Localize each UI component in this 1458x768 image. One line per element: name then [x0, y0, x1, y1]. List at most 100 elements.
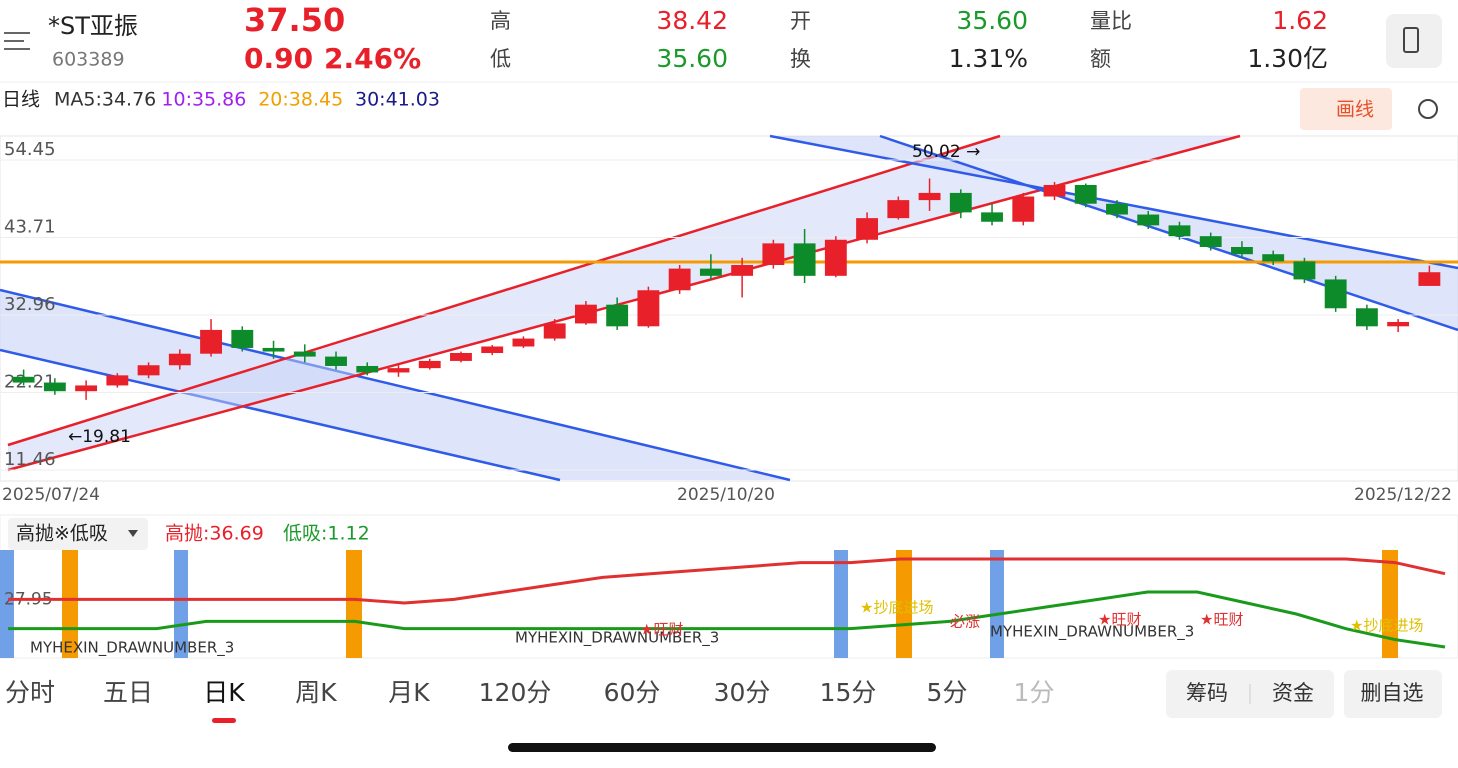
device-icon — [1403, 27, 1419, 53]
price: 37.50 — [244, 1, 345, 39]
candle-body — [106, 375, 129, 386]
tab[interactable]: 15分 — [820, 678, 877, 707]
stock-name: *ST亚振 — [48, 12, 138, 40]
device-button[interactable] — [1386, 14, 1442, 68]
ma-value: 30:41.03 — [355, 89, 440, 111]
candle-body — [1293, 261, 1316, 280]
candle-body — [699, 268, 722, 276]
candle-body — [762, 243, 785, 266]
tab[interactable]: 5分 — [927, 678, 968, 707]
ma-value: 10:35.86 — [161, 89, 246, 111]
candle-body — [1418, 272, 1441, 286]
stat-label: 开 — [790, 9, 811, 33]
candle-body — [200, 329, 222, 354]
tab[interactable]: 月K — [388, 678, 430, 707]
stat-value: 1.30亿 — [1247, 44, 1328, 73]
home-indicator — [508, 743, 936, 752]
date-label: 2025/10/20 — [677, 485, 775, 505]
candle-body — [450, 352, 472, 361]
candle-body — [325, 356, 347, 366]
indicator-annotation: 必涨 — [950, 613, 980, 631]
candle-body — [918, 192, 941, 201]
stat-label: 换 — [790, 47, 811, 71]
trend-channels — [0, 134, 1458, 482]
candle-body — [1074, 184, 1097, 204]
indicator-annotation: ★抄底进场 — [1350, 617, 1423, 635]
tab[interactable]: 周K — [295, 678, 337, 707]
tab[interactable]: 分时 — [5, 678, 55, 707]
candle-body — [1324, 279, 1347, 309]
candle-body — [168, 353, 191, 366]
period: 日线 — [2, 89, 40, 111]
stat-label: 高 — [490, 9, 511, 33]
indicator-annotation: MYHEXIN_DRAWNUMBER_3 — [30, 639, 234, 658]
red-line — [8, 557, 1446, 605]
indicator-selector[interactable] — [8, 518, 148, 550]
high-label: 高抛:36.69 — [165, 523, 264, 545]
stat-value: 1.62 — [1272, 6, 1328, 35]
candle-body — [1231, 246, 1253, 255]
candle-body — [43, 382, 66, 392]
date-label: 2025/07/24 — [2, 485, 100, 505]
candle-body — [606, 304, 629, 327]
candle-body — [293, 351, 316, 357]
candle-body — [231, 329, 254, 348]
stat-value: 38.42 — [656, 6, 728, 35]
candle-body — [418, 360, 441, 369]
signal-bars — [0, 550, 1398, 658]
chart-frame — [0, 135, 1458, 482]
stat-label: 额 — [1090, 47, 1111, 71]
ma-value: 20:38.45 — [258, 89, 343, 111]
candle-body — [12, 376, 35, 383]
button[interactable]: 资金 — [1272, 681, 1314, 705]
candle-body — [1262, 254, 1285, 262]
candle-body — [856, 218, 879, 240]
tab[interactable]: 五日 — [103, 678, 153, 707]
candle-body — [981, 212, 1003, 222]
indicator-annotation: ★旺财 — [1200, 611, 1243, 629]
candle-body — [512, 338, 535, 347]
stat-value: 35.60 — [956, 6, 1028, 35]
candle-body — [574, 304, 597, 324]
button[interactable]: 筹码 — [1186, 681, 1228, 705]
button[interactable]: 删自选 — [1361, 681, 1424, 705]
candle-body — [793, 243, 816, 276]
menu-icon[interactable] — [4, 32, 30, 50]
max-annotation: 50.02 → — [912, 142, 980, 162]
candle-body — [1106, 203, 1128, 215]
candle-body — [1387, 321, 1410, 327]
draw-label: 画线 — [1336, 99, 1374, 121]
tab[interactable]: 120分 — [479, 678, 552, 707]
y-tick-label: 11.46 — [4, 449, 56, 470]
candle-body — [949, 192, 972, 213]
candle-body — [1012, 196, 1035, 222]
draw-button[interactable] — [1300, 88, 1392, 130]
candle-body — [387, 368, 410, 373]
candle-body — [356, 365, 379, 373]
y-tick-label: 32.96 — [4, 294, 56, 315]
indicator-selector: 高抛※低吸 — [16, 523, 108, 545]
tab[interactable]: 日K — [203, 678, 245, 707]
y-tick-label: 43.71 — [4, 216, 56, 237]
ma-value: MA5:34.76 — [54, 89, 156, 111]
candle-body — [668, 268, 691, 291]
indicator-annotation: ★旺财 — [640, 621, 683, 639]
tab[interactable]: 1分 — [1014, 678, 1055, 707]
button-bg — [1344, 670, 1442, 718]
indicator-annotation: MYHEXIN_DRAWNUMBER_3 — [990, 623, 1194, 642]
tab[interactable]: 30分 — [714, 678, 771, 707]
indicator-annotation: MYHEXIN_DRAWNUMBER_3 — [515, 629, 719, 648]
tab[interactable]: 60分 — [604, 678, 661, 707]
date-label: 2025/12/22 — [1354, 485, 1452, 505]
change-pct: 2.46% — [324, 42, 421, 75]
candle-body — [1137, 214, 1160, 226]
low-label: 低吸:1.12 — [283, 523, 370, 545]
stock-code: 603389 — [52, 49, 125, 71]
min-annotation: ←19.81 — [68, 427, 131, 447]
candle-body — [1043, 184, 1066, 197]
settings-icon[interactable] — [1418, 99, 1438, 119]
candle-body — [481, 346, 504, 353]
indicator-annotation: ★旺财 — [1098, 611, 1141, 629]
